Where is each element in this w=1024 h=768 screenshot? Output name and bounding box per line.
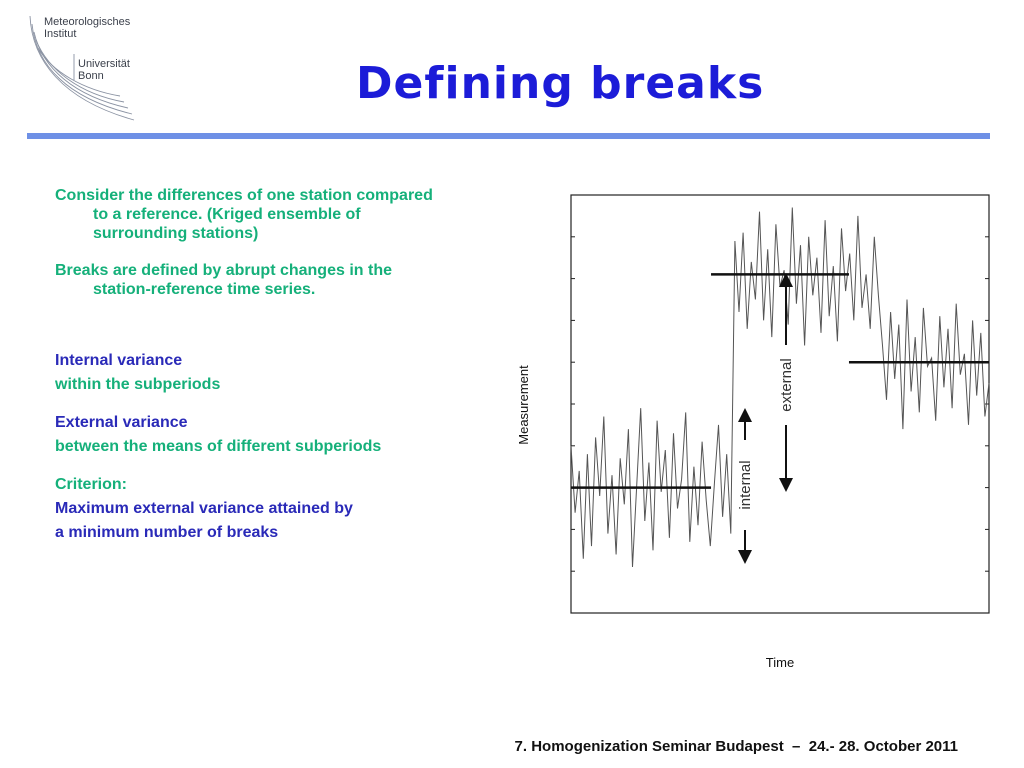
breaks-chart: internal external Measurement Time (516, 194, 990, 670)
internal-annotation: internal (737, 460, 754, 509)
y-ticks (571, 236, 989, 572)
slide-title: Defining breaks (356, 58, 765, 109)
logo-arc-icon (29, 15, 135, 121)
university-logo: Meteorologisches Institut Universität Bo… (22, 10, 142, 125)
external-annotation: external (778, 358, 795, 411)
logo-text-line3: Universität (78, 58, 130, 70)
footer-event: 7. Homogenization Seminar Budapest – 24.… (514, 738, 958, 755)
criterion-line1: Maximum external variance attained by (55, 500, 353, 517)
internal-variance-desc: within the subperiods (55, 376, 221, 393)
logo-text-line4: Bonn (78, 70, 104, 82)
footer-text: 7. Homogenization Seminar Budapest – 24.… (515, 738, 958, 755)
criterion-heading: Criterion: (55, 476, 127, 493)
logo-text-line1: Meteorologisches (44, 16, 131, 28)
measurement-series-line (570, 207, 990, 568)
logo-text-line2: Institut (44, 28, 77, 40)
bullet-breaks-defined: Breaks are defined by abrupt changes in … (55, 262, 392, 298)
external-variance-desc: between the means of different subperiod… (55, 438, 382, 455)
criterion-line2: a minimum number of breaks (55, 524, 279, 541)
title-divider (27, 133, 990, 139)
y-axis-label: Measurement (516, 365, 531, 445)
external-variance-heading: External variance (55, 414, 188, 431)
internal-variance-heading: Internal variance (55, 352, 183, 369)
slide-body-text: Consider the differences of one station … (55, 186, 450, 542)
bullet-differences: Consider the differences of one station … (55, 187, 433, 242)
x-axis-label: Time (766, 655, 794, 670)
